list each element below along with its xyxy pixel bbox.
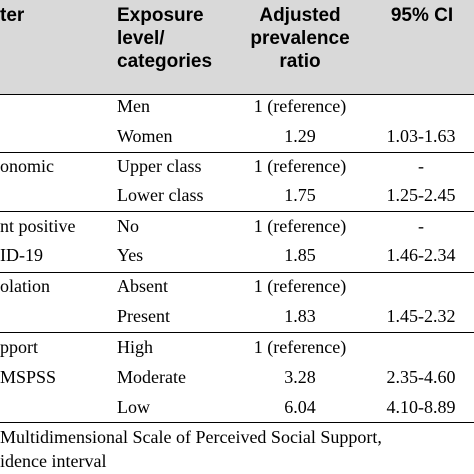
row-ratio: 6.04 — [284, 397, 316, 417]
row-level: Women — [117, 126, 173, 146]
header-rule — [0, 94, 474, 95]
row-factor: olation — [0, 276, 50, 296]
row-ci: - — [418, 156, 424, 176]
group-rule — [0, 152, 474, 153]
header-exposure-line2: level/ — [117, 28, 165, 49]
footnote-line2: idence interval — [0, 451, 107, 471]
row-ratio: 3.28 — [284, 367, 316, 387]
table-bottom-rule — [0, 422, 474, 423]
header-ratio-line1: Adjusted — [259, 5, 341, 26]
group-rule — [0, 211, 474, 212]
header-ratio-line2: prevalence — [250, 28, 350, 49]
row-ratio: 1.85 — [284, 245, 316, 265]
row-factor: nt positive — [0, 216, 76, 236]
row-ci: - — [418, 216, 424, 236]
row-level: No — [117, 216, 139, 236]
header-ratio-line3: ratio — [279, 51, 321, 72]
header-factor: ter — [0, 4, 24, 27]
header-ci: 95% CI — [370, 4, 474, 27]
row-level: Low — [117, 397, 150, 417]
header-exposure: Exposure level/ categories — [117, 4, 212, 73]
row-ci: 2.35-4.60 — [386, 367, 456, 387]
row-ratio: 1.83 — [284, 306, 316, 326]
header-exposure-line3: categories — [117, 51, 213, 72]
row-ci: 4.10-8.89 — [386, 397, 456, 417]
row-factor: ID-19 — [0, 245, 43, 265]
header-ci-line1: 95% CI — [390, 5, 454, 26]
row-ratio: 1 (reference) — [253, 276, 347, 296]
row-ratio: 1.29 — [284, 126, 316, 146]
row-factor: onomic — [0, 156, 54, 176]
row-ci: 1.03-1.63 — [386, 126, 456, 146]
group-rule — [0, 332, 474, 333]
row-factor: MSPSS — [0, 367, 57, 387]
row-level: Yes — [117, 245, 144, 265]
header-exposure-line1: Exposure — [117, 5, 204, 26]
row-level: Upper class — [117, 156, 202, 176]
row-ci: 1.25-2.45 — [386, 185, 456, 205]
footnote-line1: Multidimensional Scale of Perceived Soci… — [0, 427, 382, 447]
table-header: ter Exposure level/ categories Adjusted … — [0, 0, 474, 94]
row-ratio: 1 (reference) — [253, 96, 347, 116]
row-ratio: 1 (reference) — [253, 216, 347, 236]
row-ratio: 1 (reference) — [253, 156, 347, 176]
row-level: Lower class — [117, 185, 204, 205]
row-factor: pport — [0, 337, 38, 357]
header-ratio: Adjusted prevalence ratio — [232, 4, 368, 73]
row-level: Moderate — [117, 367, 186, 387]
row-ci: 1.46-2.34 — [386, 245, 456, 265]
row-level: High — [117, 337, 153, 357]
row-ratio: 1.75 — [284, 185, 316, 205]
header-factor-line1: ter — [0, 5, 25, 26]
row-ci: 1.45-2.32 — [386, 306, 456, 326]
group-rule — [0, 272, 474, 273]
row-level: Men — [117, 96, 150, 116]
row-ratio: 1 (reference) — [253, 337, 347, 357]
row-level: Absent — [117, 276, 168, 296]
row-level: Present — [117, 306, 170, 326]
